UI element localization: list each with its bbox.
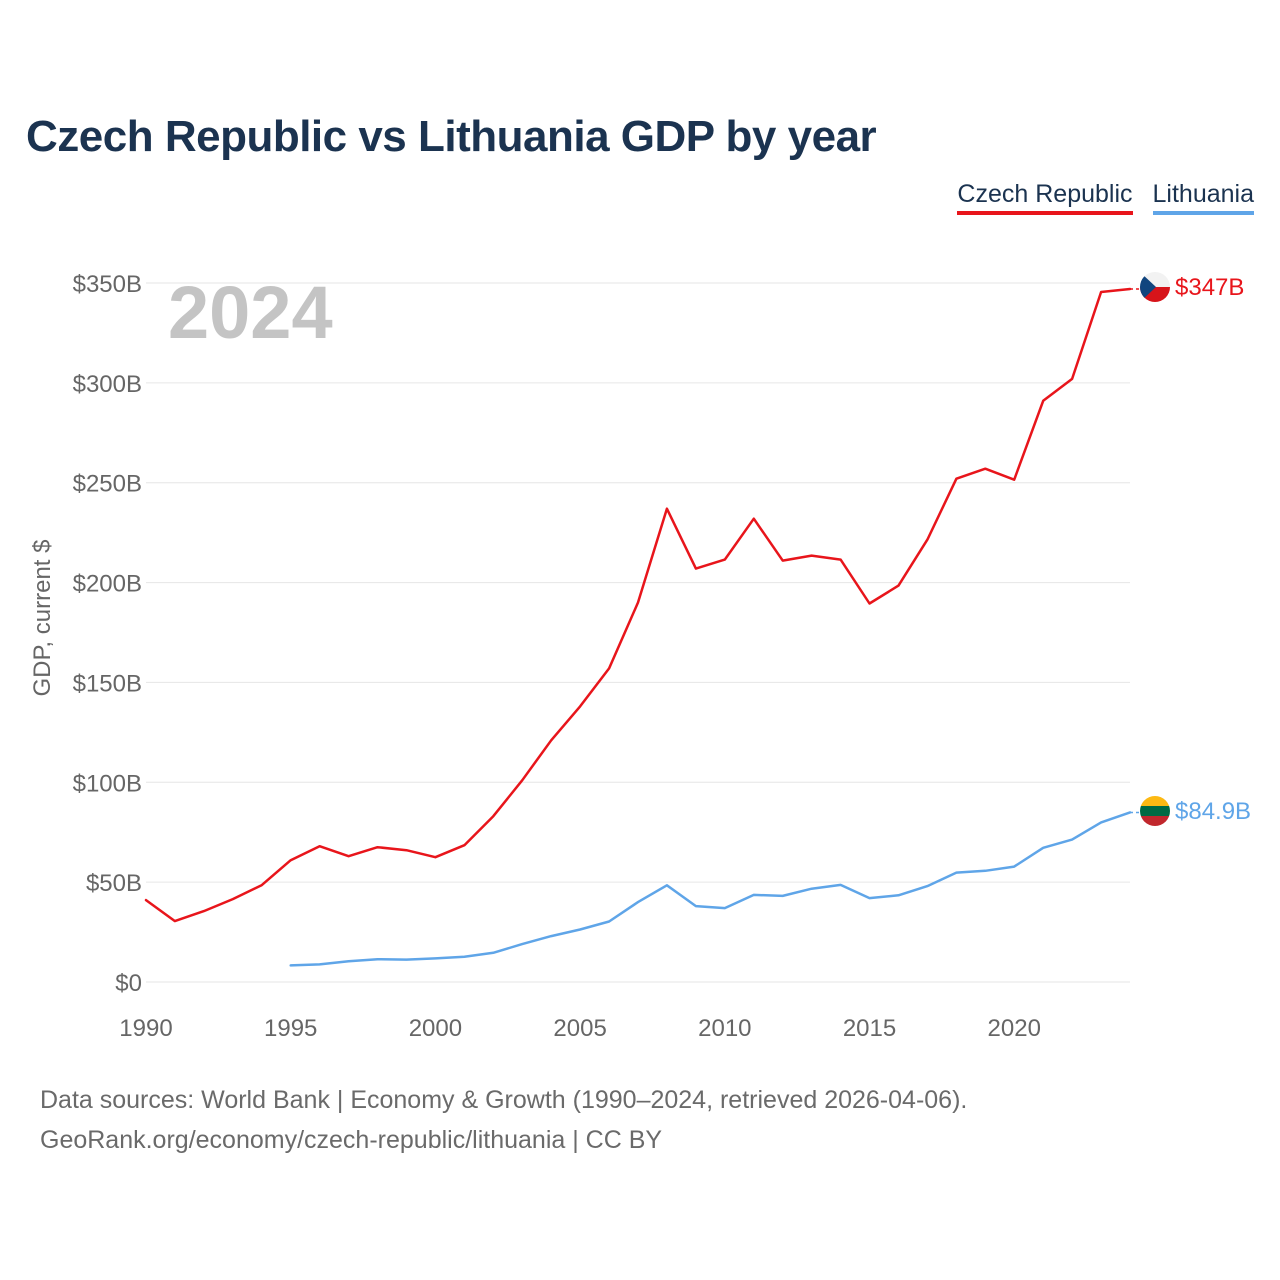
chart-title: Czech Republic vs Lithuania GDP by year bbox=[26, 112, 877, 161]
x-tick-label: 2005 bbox=[553, 1015, 606, 1042]
legend-item-lithuania[interactable]: Lithuania bbox=[1152, 180, 1254, 215]
y-tick-label: $50B bbox=[86, 870, 142, 897]
lithuania-flag-icon bbox=[1140, 796, 1170, 826]
legend: Czech Republic Lithuania bbox=[957, 180, 1254, 215]
y-tick-label: $100B bbox=[73, 770, 142, 797]
y-tick-label: $350B bbox=[73, 271, 142, 298]
series-lines bbox=[144, 287, 1140, 967]
czech-republic-end-label: $347B bbox=[1175, 274, 1244, 301]
x-tick-label: 2000 bbox=[409, 1015, 462, 1042]
x-tick-label: 2010 bbox=[698, 1015, 751, 1042]
czech-flag-icon bbox=[1140, 272, 1170, 302]
legend-item-czech-republic[interactable]: Czech Republic bbox=[957, 180, 1133, 215]
lithuania-end-label: $84.9B bbox=[1175, 798, 1251, 825]
x-tick-label: 2015 bbox=[843, 1015, 896, 1042]
y-tick-label: $250B bbox=[73, 471, 142, 498]
grid-lines bbox=[146, 282, 1130, 983]
footer-sources: Data sources: World Bank | Economy & Gro… bbox=[40, 1086, 968, 1114]
x-tick-label: 1995 bbox=[264, 1015, 317, 1042]
y-tick-label: $0 bbox=[115, 970, 142, 997]
y-axis-label: GDP, current $ bbox=[29, 540, 56, 697]
y-axis-ticks: $0 $50B $100B $150B $200B $250B $300B $350B bbox=[73, 271, 142, 997]
footer: Data sources: World Bank | Economy & Gro… bbox=[40, 1080, 967, 1160]
x-tick-label: 2020 bbox=[988, 1015, 1041, 1042]
year-watermark: 2024 bbox=[168, 271, 333, 354]
series-line-lithuania bbox=[289, 811, 1132, 967]
x-axis-ticks: 1990 1995 2000 2005 2010 2015 2020 bbox=[119, 1015, 1041, 1042]
y-tick-label: $150B bbox=[73, 670, 142, 697]
y-tick-label: $300B bbox=[73, 371, 142, 398]
footer-url-license: GeoRank.org/economy/czech-republic/lithu… bbox=[40, 1126, 663, 1154]
x-tick-label: 1990 bbox=[119, 1015, 172, 1042]
y-tick-label: $200B bbox=[73, 571, 142, 598]
series-line-czech-republic bbox=[144, 287, 1132, 923]
